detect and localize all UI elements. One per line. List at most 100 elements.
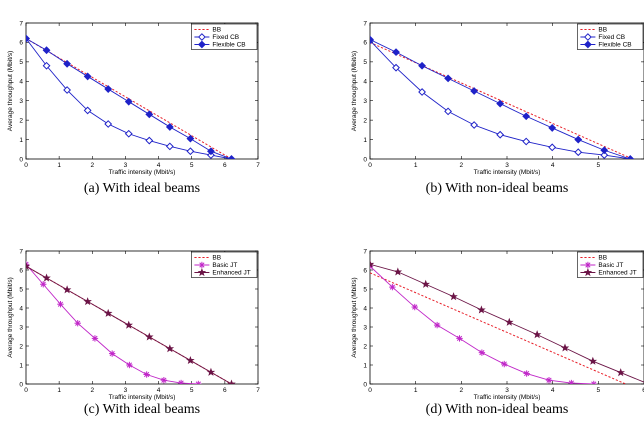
y-axis-label: Average throughput (Mbit/s) [351,277,358,357]
data-point [186,147,195,156]
chart-panel-c: 0 1 2 3 4 5 6 7 0 1 2 3 4 5 6 7 Traffic intensity (Mbit/… [7,248,260,417]
y-tick-label: 7 [363,20,367,27]
legend-label: BB [598,27,607,34]
data-point [505,317,514,326]
x-tick-label: 4 [551,162,555,169]
x-axis-label: Traffic intensity (Mbit/s) [109,169,176,176]
data-point [478,349,486,356]
series-line-bb [370,272,626,384]
data-point [574,148,583,157]
data-point [42,61,51,70]
x-tick-label: 0 [368,387,372,394]
panel-caption: (b) With non-ideal beams [426,181,569,196]
data-point [186,355,195,365]
axes-frame [25,250,259,385]
y-tick-label: 1 [363,137,367,144]
data-point [145,332,154,341]
y-tick-label: 3 [19,98,23,105]
data-point [522,137,531,146]
data-point [496,130,505,139]
legend-label: Enhanced JT [598,270,636,277]
data-point [26,34,30,43]
data-point [165,344,175,353]
legend-marker [583,268,593,277]
chart-panel-a: 0 1 2 3 4 5 6 7 0 1 2 3 4 5 6 7 Traffic intensity (Mbit/… [7,20,260,196]
data-point [548,143,557,152]
data-point [370,35,374,44]
y-axis-label: Average throughput (Mbit/s) [7,277,14,357]
data-point [124,320,133,329]
legend-label: Fixed CB [212,34,239,41]
data-point [83,297,92,306]
y-tick-label: 2 [19,343,23,350]
legend-label: Basic JT [598,262,623,269]
legend-marker [584,261,592,269]
y-tick-label: 7 [363,248,367,255]
data-point [40,281,47,288]
x-tick-label: 6 [642,387,644,394]
y-tick-label: 4 [363,79,367,86]
y-axis-label: Average throughput (Mbit/s) [7,51,14,131]
data-point [568,379,575,384]
data-point [444,107,452,116]
y-tick-label: 5 [363,286,367,293]
x-tick-label: 0 [24,162,28,169]
x-tick-label: 0 [24,387,28,394]
plot-area [370,259,644,384]
x-tick-label: 6 [223,162,227,169]
legend-label: Fixed CB [598,34,625,41]
x-tick-label: 4 [157,387,161,394]
data-point [103,308,113,317]
legend-marker [583,33,592,41]
data-point [63,59,72,68]
data-point [126,361,133,369]
data-point [370,259,375,268]
data-point [444,74,452,83]
legend-label: Flexible CB [598,42,631,49]
data-point [165,123,174,131]
y-tick-label: 4 [19,305,23,312]
y-tick-label: 4 [19,79,23,86]
panel-caption: (c) With ideal beams [84,402,200,417]
x-axis-label: Traffic intensity (Mbit/s) [474,169,541,176]
data-point [548,124,557,132]
data-point [392,63,400,72]
y-tick-label: 6 [363,267,367,274]
y-tick-label: 0 [19,381,23,388]
data-point [63,86,72,94]
data-point [108,350,116,357]
x-tick-label: 2 [460,162,464,169]
y-axis-label: Average throughput (Mbit/s) [351,51,358,131]
y-tick-label: 0 [363,156,367,163]
x-tick-label: 0 [368,162,372,169]
data-point [145,110,154,119]
data-point [545,377,553,384]
series-line-basic-jt [26,264,199,384]
data-point [418,61,426,70]
x-tick-label: 5 [597,162,601,169]
x-tick-label: 3 [124,387,128,394]
data-point [165,142,174,151]
y-tick-label: 2 [19,117,23,124]
data-point [433,321,441,329]
x-tick-label: 2 [90,387,94,394]
x-tick-label: 7 [256,162,260,169]
x-tick-label: 5 [190,387,194,394]
chart-panel-d: 0 1 2 3 4 5 6 0 1 2 3 4 5 6 7 Traffic intensity (Mbit/s… [351,248,644,417]
legend-marker [197,268,207,277]
x-tick-label: 3 [124,162,128,169]
x-axis-label: Traffic intensity (Mbit/s) [474,394,541,401]
y-tick-label: 3 [19,324,23,331]
data-point [392,48,400,57]
x-tick-label: 2 [90,162,94,169]
data-point [195,380,202,384]
y-tick-label: 1 [19,362,23,369]
x-tick-label: 4 [157,162,161,169]
x-tick-label: 6 [223,387,227,394]
y-tick-label: 1 [19,137,23,144]
data-point [42,273,51,282]
data-point [600,151,609,159]
y-tick-label: 4 [363,305,367,312]
